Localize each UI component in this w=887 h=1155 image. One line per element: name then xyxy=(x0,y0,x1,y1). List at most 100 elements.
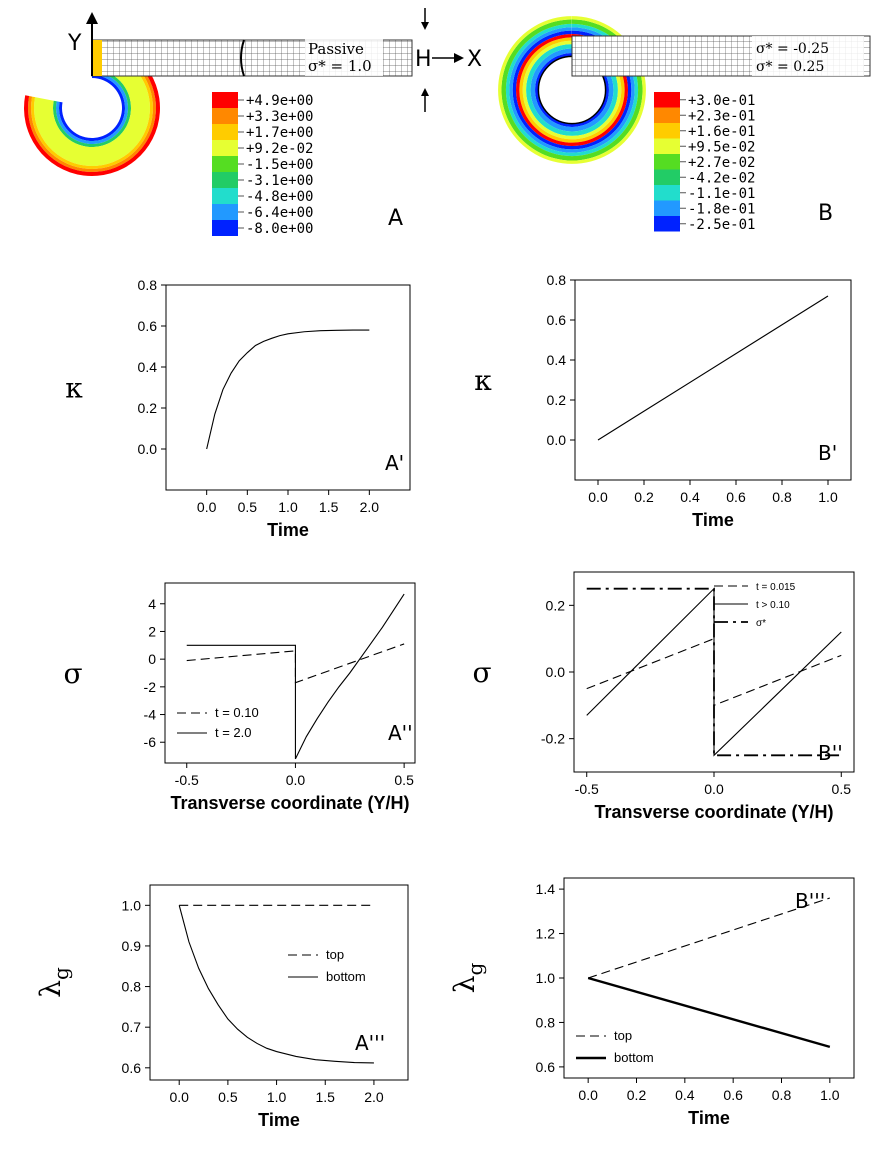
x-axis-label: Time xyxy=(688,1108,730,1128)
x-tick-label: 1.0 xyxy=(820,1087,840,1103)
y-tick-label: 0.2 xyxy=(547,392,567,408)
y-tick-label: 0.4 xyxy=(547,352,567,368)
colorbar-label: -8.0e+00 xyxy=(246,221,313,237)
colorbar-swatch xyxy=(212,156,238,172)
panel-a-beam-strip xyxy=(92,40,102,76)
y-tick-label: 0.8 xyxy=(122,979,142,995)
x-tick-label: 0.4 xyxy=(675,1087,695,1103)
colorbar-label: +2.7e-02 xyxy=(688,155,755,171)
x-tick-label: 0.2 xyxy=(634,489,654,505)
x-axis-arrowhead xyxy=(454,53,464,63)
x-tick-label: 2.0 xyxy=(360,499,380,515)
beam-b-label-bg xyxy=(752,36,864,76)
colorbar-label: +1.7e+00 xyxy=(246,125,313,141)
legend-label: t = 0.015 xyxy=(756,582,796,593)
x-tick-label: 0.5 xyxy=(218,1089,238,1105)
colorbar-swatch xyxy=(212,220,238,236)
y-tick-label: -4 xyxy=(144,707,157,723)
x-axis-label: Time xyxy=(692,510,734,530)
plot-frame xyxy=(574,279,852,481)
x-axis-label: Time xyxy=(258,1110,300,1130)
colorbar-label: -4.2e-02 xyxy=(688,170,755,186)
legend-label: t = 2.0 xyxy=(215,725,252,740)
x-tick-label: 0.2 xyxy=(627,1087,647,1103)
y-axis-arrowhead xyxy=(86,12,98,24)
y-axis-label-main: λ xyxy=(34,980,67,998)
x-tick-label: 0.0 xyxy=(197,499,217,515)
series-line-0 xyxy=(597,295,829,441)
colorbar-label: -2.5e-01 xyxy=(688,217,755,233)
y-tick-label: 0.0 xyxy=(138,441,158,457)
y-tick-label: 1.4 xyxy=(536,881,556,897)
series-line-top xyxy=(587,897,831,979)
colorbar-label: +9.2e-02 xyxy=(246,141,313,157)
x-tick-label: -0.5 xyxy=(175,772,199,788)
colorbar-label: -1.1e-01 xyxy=(688,186,755,202)
beam-label-passive: Passive xyxy=(308,40,364,58)
series-line-t-2-0 xyxy=(186,593,405,760)
thickness-label: H xyxy=(415,47,432,72)
panel-b-colorbar: +3.0e-01+2.3e-01+1.6e-01+9.5e-02+2.7e-02… xyxy=(654,92,755,233)
y-tick-label: 0.6 xyxy=(122,1060,142,1076)
y-tick-label: 1.0 xyxy=(536,970,556,986)
y-axis-label-sub: g xyxy=(49,967,73,980)
series-line-- xyxy=(586,587,842,757)
legend-label: top xyxy=(614,1028,632,1043)
plot-frame xyxy=(149,884,409,1081)
y-tick-label: 0.6 xyxy=(138,318,158,334)
y-tick-label: -2 xyxy=(144,679,157,695)
plot-panels: 0.0 0.5 1.0 1.5 2.00.00.20.40.60.8TimeκA'0.0… xyxy=(34,272,855,1130)
panel-a-colorbar: +4.9e+00+3.3e+00+1.7e+00+9.2e-02-1.5e+00… xyxy=(212,92,313,237)
x-tick-label: 0.0 xyxy=(169,1089,189,1105)
beam-label-sigma: σ* = 1.0 xyxy=(308,57,372,75)
legend-label: t > 0.10 xyxy=(756,600,790,611)
legend-label: σ* xyxy=(756,618,766,629)
y-tick-label: 0.8 xyxy=(536,1014,556,1030)
legend-label: bottom xyxy=(614,1050,654,1065)
y-tick-label: 0.2 xyxy=(138,400,158,416)
beam-b-sigma-bottom: σ* = 0.25 xyxy=(756,59,824,75)
y-tick-label: -0.2 xyxy=(541,731,565,747)
panel-label: A'' xyxy=(388,721,413,745)
legend-label: t = 0.10 xyxy=(215,705,259,720)
chart-A1: 0.0 0.5 1.0 1.5 2.0 0.0 0.2 0.4 0.6 0.8 Time κ A' xyxy=(65,277,411,540)
legend-label: top xyxy=(326,947,344,962)
x-axis-label: Time xyxy=(267,520,309,540)
y-tick-label: 0.6 xyxy=(547,312,567,328)
y-tick-label: 0 xyxy=(148,651,156,667)
y-tick-label: 0.0 xyxy=(546,664,566,680)
panel-label: A''' xyxy=(355,1031,385,1055)
colorbar-label: +1.6e-01 xyxy=(688,124,755,140)
y-tick-label: 0.9 xyxy=(122,938,142,954)
colorbar-swatch xyxy=(212,124,238,140)
colorbar-label: +3.0e-01 xyxy=(688,93,755,109)
chart-B3: 0.0 0.2 0.4 0.6 0.8 1.00.60.81.01.21.4TimeλgB… xyxy=(448,877,855,1128)
colorbar-swatch xyxy=(212,92,238,108)
chart-B1: 0.0 0.2 0.4 0.6 0.8 1.0 0.0 0.2 0.4 0.6 0.8 Time κ B' xyxy=(474,272,852,530)
colorbar-swatch xyxy=(654,123,680,139)
x-tick-label: 1.5 xyxy=(319,499,339,515)
panel-a-diagram: Y Passive σ* = 1.0 H X +4.9e+00+3.3e+00+… xyxy=(24,8,482,237)
colorbar-swatch xyxy=(212,108,238,124)
beam-b-sigma-top: σ* = -0.25 xyxy=(756,41,829,57)
h-arrowhead-bottom xyxy=(421,88,429,96)
series-line-bottom xyxy=(587,976,831,1049)
y-tick-label: 4 xyxy=(148,596,156,612)
y-axis-label-main: λ xyxy=(448,976,481,994)
x-axis-label: Transverse coordinate (Y/H) xyxy=(170,793,409,813)
colorbar-label: +2.3e-01 xyxy=(688,108,755,124)
x-tick-label: 0.0 xyxy=(704,781,724,797)
colorbar-swatch xyxy=(654,216,680,232)
y-tick-label: 1.0 xyxy=(122,897,142,913)
colorbar-label: -6.4e+00 xyxy=(246,205,313,221)
panel-b-diagram: σ* = -0.25 σ* = 0.25 +3.0e-01+2.3e-01+1.… xyxy=(498,16,871,233)
y-tick-label: 0.2 xyxy=(546,597,566,613)
axis-x-label: X xyxy=(467,47,482,72)
chart-A2: -0.5 0.0 0.5 -6 -4 -2 0 2 4 Transverse coordinate… xyxy=(63,582,416,813)
series-line-t-0-10 xyxy=(186,643,405,684)
panel-label: B'' xyxy=(818,741,843,765)
ring-band xyxy=(59,75,126,141)
x-tick-label: 1.0 xyxy=(278,499,298,515)
x-tick-label: 0.5 xyxy=(394,772,414,788)
